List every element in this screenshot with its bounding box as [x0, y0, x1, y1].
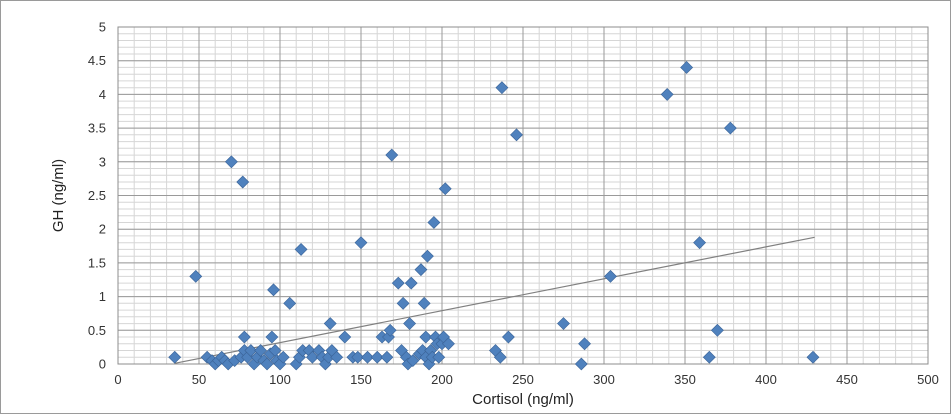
y-tick-label: 2.5	[88, 188, 106, 203]
data-point	[276, 350, 290, 364]
data-point	[702, 350, 716, 364]
data-point	[432, 350, 446, 364]
data-point	[305, 350, 319, 364]
x-tick-label: 50	[192, 372, 206, 387]
x-tick-label: 150	[350, 372, 372, 387]
x-tick-label: 100	[269, 372, 291, 387]
data-points	[168, 61, 820, 371]
data-point	[404, 276, 418, 290]
data-point	[604, 269, 617, 283]
data-point	[237, 330, 251, 344]
y-tick-label: 1	[99, 289, 106, 304]
data-point	[385, 148, 399, 162]
y-tick-label: 0	[99, 357, 106, 372]
data-point	[189, 269, 203, 283]
data-point	[578, 337, 591, 351]
data-point	[265, 330, 279, 344]
data-point	[710, 323, 724, 337]
data-point	[414, 263, 428, 277]
x-tick-label: 250	[512, 372, 534, 387]
y-tick-label: 2	[99, 222, 106, 237]
data-point	[693, 236, 707, 250]
data-point	[557, 317, 570, 330]
data-point	[323, 317, 337, 330]
data-point	[442, 337, 455, 351]
data-point	[495, 81, 509, 95]
x-tick-label: 450	[836, 372, 858, 387]
data-point	[168, 350, 182, 364]
x-tick-label: 0	[114, 372, 121, 387]
major-gridlines	[117, 26, 929, 365]
data-point	[438, 182, 452, 196]
y-tick-label: 1.5	[88, 255, 106, 270]
data-point	[254, 344, 267, 357]
data-point	[224, 155, 238, 169]
data-point	[354, 236, 368, 250]
x-axis-title: Cortisol (ng/ml)	[472, 391, 574, 408]
x-tick-label: 350	[674, 372, 696, 387]
data-point	[380, 350, 394, 364]
data-point	[417, 296, 431, 310]
data-point	[236, 175, 250, 189]
data-point	[510, 128, 523, 142]
data-point	[260, 357, 274, 371]
data-point	[493, 350, 507, 364]
plot-area	[117, 26, 929, 365]
data-point	[383, 323, 397, 337]
data-point	[267, 283, 280, 297]
data-point	[406, 354, 420, 368]
x-tick-label: 400	[755, 372, 777, 387]
x-tick-label: 300	[593, 372, 615, 387]
y-tick-label: 4	[99, 87, 106, 102]
data-point	[680, 61, 694, 74]
data-point	[419, 330, 433, 344]
y-axis-title: GH (ng/ml)	[50, 159, 67, 232]
data-point	[370, 350, 384, 364]
data-point	[338, 330, 352, 344]
data-point	[574, 357, 588, 371]
x-axis-tick-labels: 0 50 100 150 200 250 300 350 400 450 500	[114, 372, 938, 387]
data-point	[330, 350, 344, 364]
y-tick-label: 3	[99, 154, 106, 169]
data-point	[351, 350, 365, 364]
y-tick-label: 0.5	[88, 323, 106, 338]
y-tick-label: 5	[99, 20, 106, 35]
data-point	[501, 330, 515, 344]
data-point	[396, 296, 410, 310]
data-point	[427, 216, 441, 229]
data-point	[244, 344, 258, 357]
data-point	[420, 249, 434, 263]
data-point	[294, 242, 308, 256]
data-point	[391, 276, 405, 290]
data-point	[403, 317, 417, 330]
data-point	[660, 87, 674, 101]
data-point	[361, 350, 374, 364]
trendline	[174, 236, 815, 364]
y-tick-label: 3.5	[88, 121, 106, 136]
y-tick-label: 4.5	[88, 53, 106, 68]
data-point	[723, 121, 737, 135]
x-tick-label: 200	[431, 372, 453, 387]
x-tick-label: 500	[917, 372, 939, 387]
data-point	[283, 296, 297, 310]
y-axis-tick-labels: 0 0.5 1 1.5 2 2.5 3 3.5 4 4.5 5	[88, 20, 106, 372]
data-point	[806, 350, 820, 364]
